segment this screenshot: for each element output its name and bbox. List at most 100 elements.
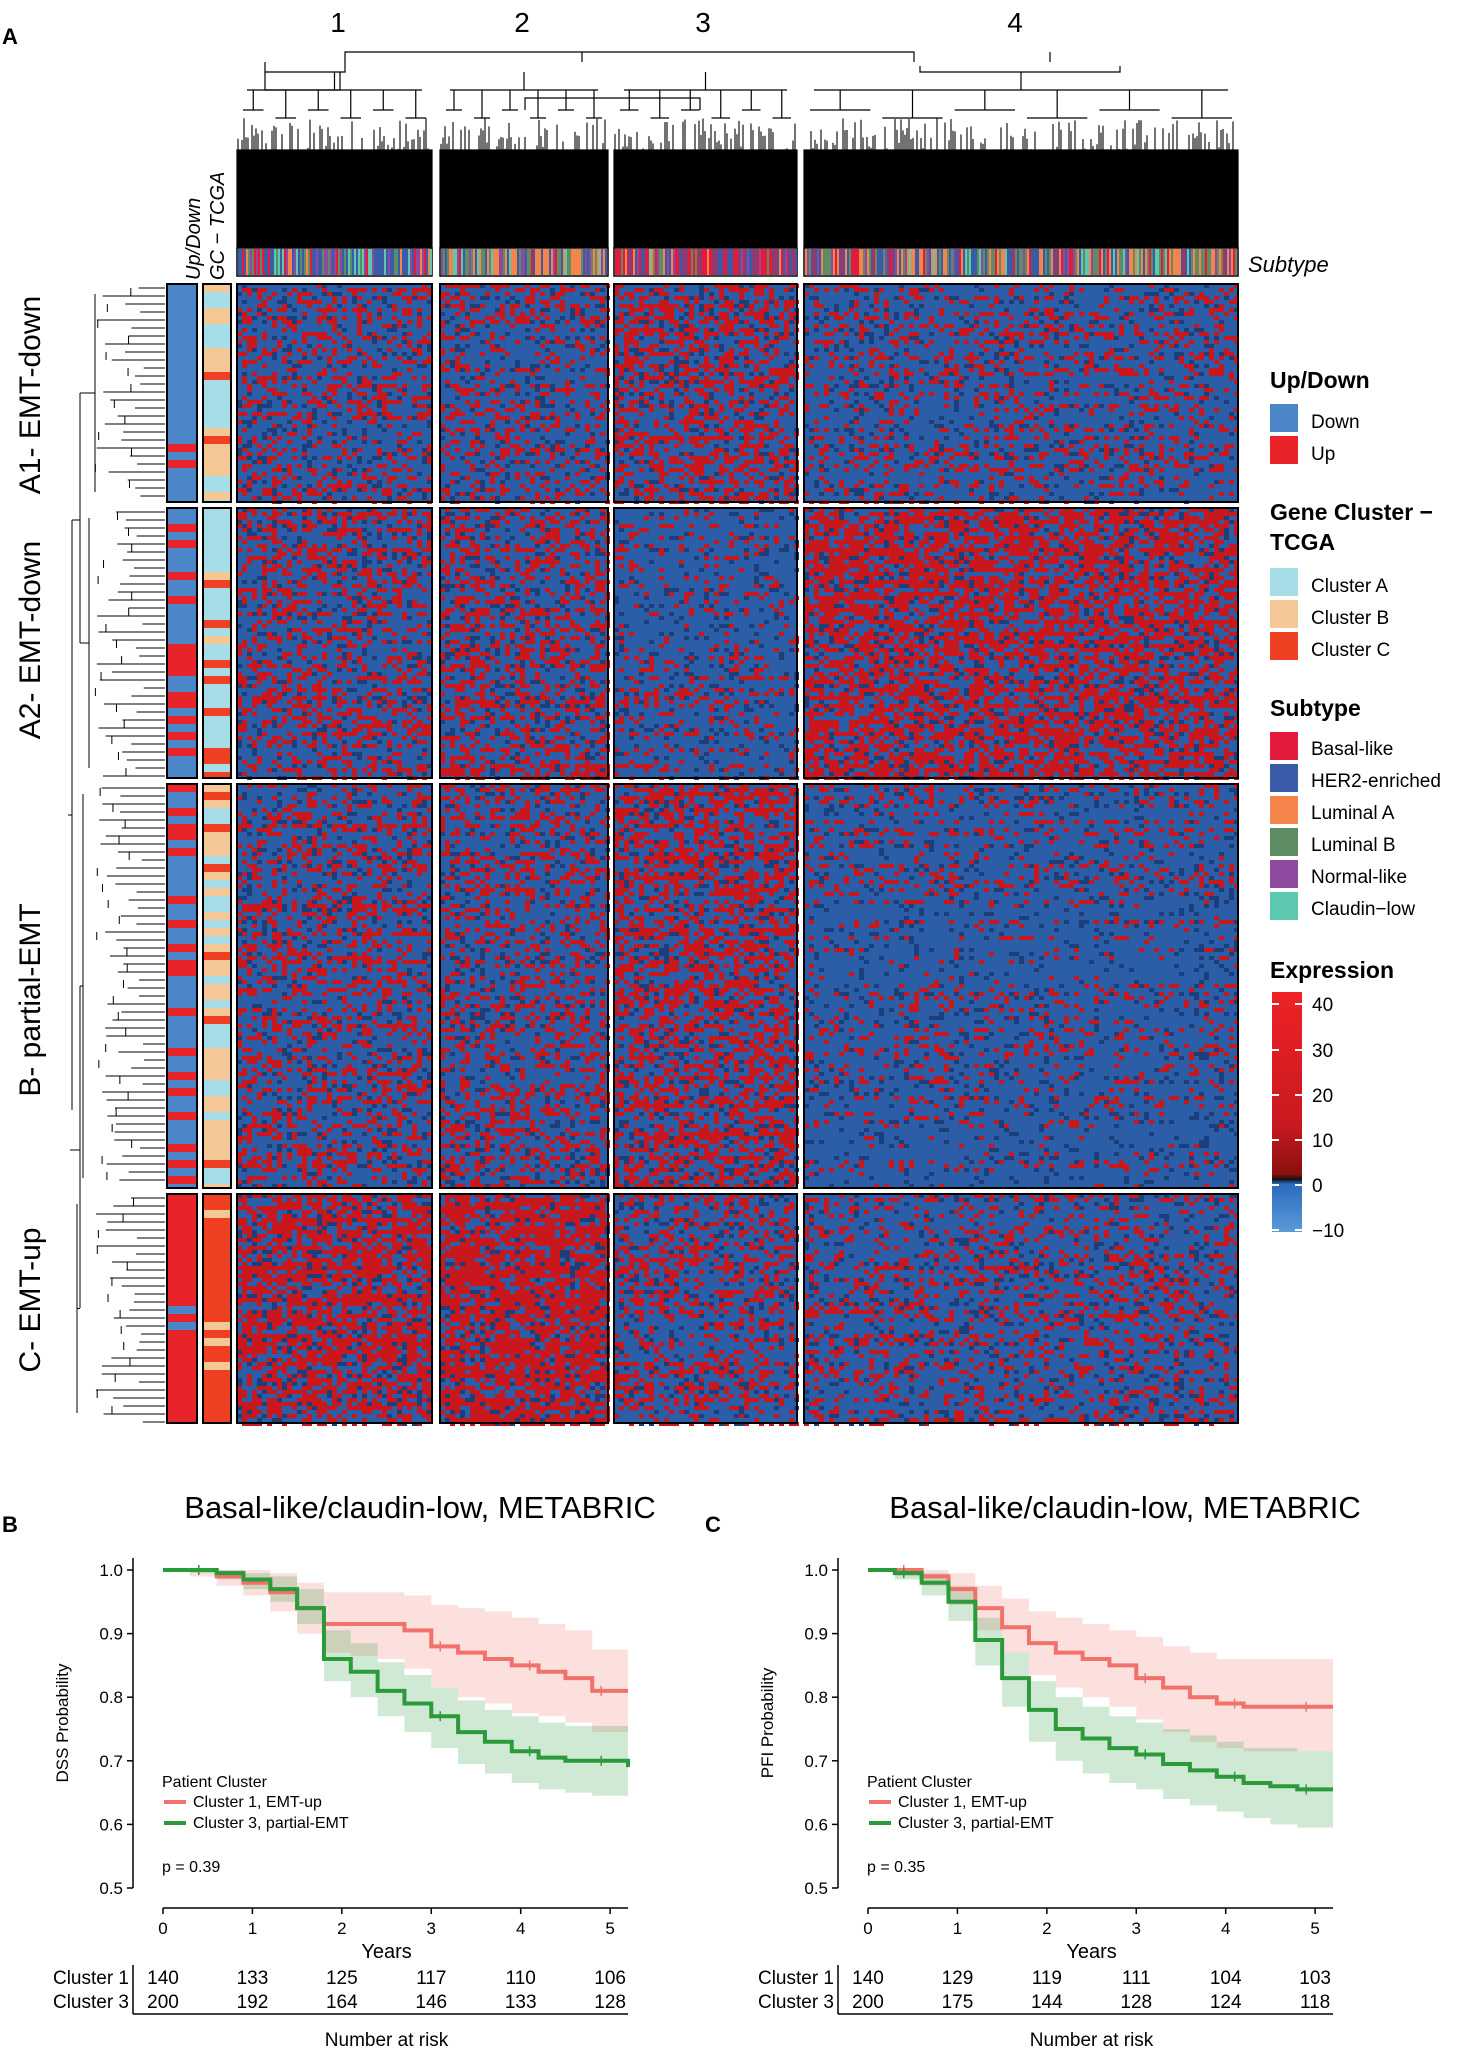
heatmap-high-cells xyxy=(804,784,1239,1188)
subtype-cell xyxy=(531,249,533,275)
subtype-cell xyxy=(683,249,685,275)
subtype-cell xyxy=(671,249,673,275)
km-x-tick-label: 0 xyxy=(158,1919,167,1938)
subtype-cell xyxy=(553,249,555,275)
subtype-cell xyxy=(467,249,469,275)
subtype-cell xyxy=(817,249,819,275)
subtype-cell xyxy=(1191,249,1193,275)
updown-cell xyxy=(167,1338,197,1346)
heatmap-high-cells xyxy=(440,1194,610,1426)
subtype-cell xyxy=(525,249,527,275)
subtype-cell xyxy=(1115,249,1117,275)
subtype-cell xyxy=(901,249,903,275)
km-y-tick-label: 0.6 xyxy=(804,1815,828,1834)
subtype-cell xyxy=(949,249,951,275)
heatmap-low-cells xyxy=(237,784,432,1188)
subtype-cell xyxy=(1097,249,1099,275)
subtype-cell xyxy=(521,249,523,275)
subtype-cell xyxy=(1053,249,1055,275)
panel-label-b: B xyxy=(2,1512,18,1537)
legend-subtype-items: Basal-like HER2-enriched Luminal A Luminal … xyxy=(1270,732,1441,920)
km-legend-label: Cluster 1, EMT-up xyxy=(898,1794,1027,1811)
gc-cell xyxy=(203,572,231,580)
heatmap-low-cells xyxy=(440,284,610,504)
subtype-cell xyxy=(457,249,459,275)
subtype-cell xyxy=(1193,249,1195,275)
subtype-cell xyxy=(342,249,344,275)
subtype-cell xyxy=(793,249,795,275)
subtype-cell xyxy=(1165,249,1167,275)
heatmap-low-cells xyxy=(614,1194,799,1426)
subtype-cell xyxy=(1047,249,1049,275)
heatmap-block-border xyxy=(439,507,609,779)
row-cluster-a1: A1- EMT-down xyxy=(14,296,47,494)
km-title: Basal-like/claudin-low, METABRIC xyxy=(889,1490,1360,1525)
subtype-cell xyxy=(1101,249,1103,275)
subtype-cell xyxy=(408,249,410,275)
subtype-cell xyxy=(463,249,465,275)
gc-cell xyxy=(203,484,231,492)
risk-value: 129 xyxy=(942,1968,974,1989)
subtype-cell xyxy=(1111,249,1113,275)
subtype-cell xyxy=(551,249,553,275)
heatmap-block-border xyxy=(803,1193,1239,1424)
subtype-cell xyxy=(1073,249,1075,275)
subtype-cell xyxy=(1033,249,1035,275)
subtype-cell xyxy=(1117,249,1119,275)
gc-cell xyxy=(203,476,231,484)
gc-cell xyxy=(203,1354,231,1362)
subtype-cell xyxy=(815,249,817,275)
heatmap-low-cells xyxy=(440,1194,610,1426)
gc-cell xyxy=(203,628,231,636)
risk-table-title: Number at risk xyxy=(1030,2030,1154,2051)
subtype-cell xyxy=(1149,249,1151,275)
subtype-cell xyxy=(961,249,963,275)
subtype-cell xyxy=(1081,249,1083,275)
updown-cell xyxy=(167,1266,197,1274)
gc-cell xyxy=(203,976,231,984)
km-x-tick-label: 5 xyxy=(605,1919,614,1938)
subtype-cell xyxy=(441,249,443,275)
subtype-cell xyxy=(356,249,358,275)
gc-cell xyxy=(203,1184,231,1188)
subtype-cell xyxy=(1213,249,1215,275)
subtype-cell xyxy=(877,249,879,275)
subtype-cell xyxy=(751,249,753,275)
subtype-cell xyxy=(775,249,777,275)
km-y-tick-label: 0.9 xyxy=(804,1625,828,1644)
subtype-cell xyxy=(677,249,679,275)
subtype-cell xyxy=(294,249,296,275)
subtype-cell xyxy=(987,249,989,275)
km-legend-label: Cluster 3, partial-EMT xyxy=(193,1815,349,1832)
subtype-cell xyxy=(681,249,683,275)
subtype-cell xyxy=(1145,249,1147,275)
updown-cell xyxy=(167,692,197,700)
subtype-cell xyxy=(264,249,266,275)
subtype-cell xyxy=(1099,249,1101,275)
updown-cell xyxy=(167,1274,197,1282)
gc-cell xyxy=(203,864,231,872)
subtype-cell xyxy=(587,249,589,275)
gc-cell xyxy=(203,436,231,444)
km-x-tick-label: 4 xyxy=(1221,1919,1230,1938)
updown-cell xyxy=(167,896,197,904)
subtype-cell xyxy=(447,249,449,275)
subtype-cell xyxy=(1167,249,1169,275)
subtype-cell xyxy=(627,249,629,275)
gc-cell xyxy=(203,848,231,856)
subtype-cell xyxy=(929,249,931,275)
subtype-cell xyxy=(1159,249,1161,275)
updown-cell xyxy=(167,960,197,968)
heatmap-high-cells xyxy=(440,508,610,780)
subtype-cell xyxy=(777,249,779,275)
km-legend-title: Patient Cluster xyxy=(162,1774,268,1791)
heatmap-block-border xyxy=(613,1193,798,1424)
heatmap-block-border xyxy=(236,783,433,1189)
updown-cell xyxy=(167,1298,197,1306)
gc-cell xyxy=(203,968,231,976)
risk-value: 133 xyxy=(505,1992,537,2013)
subtype-cell xyxy=(583,249,585,275)
updown-cell xyxy=(167,1194,197,1202)
subtype-cell xyxy=(324,249,326,275)
subtype-cell xyxy=(951,249,953,275)
